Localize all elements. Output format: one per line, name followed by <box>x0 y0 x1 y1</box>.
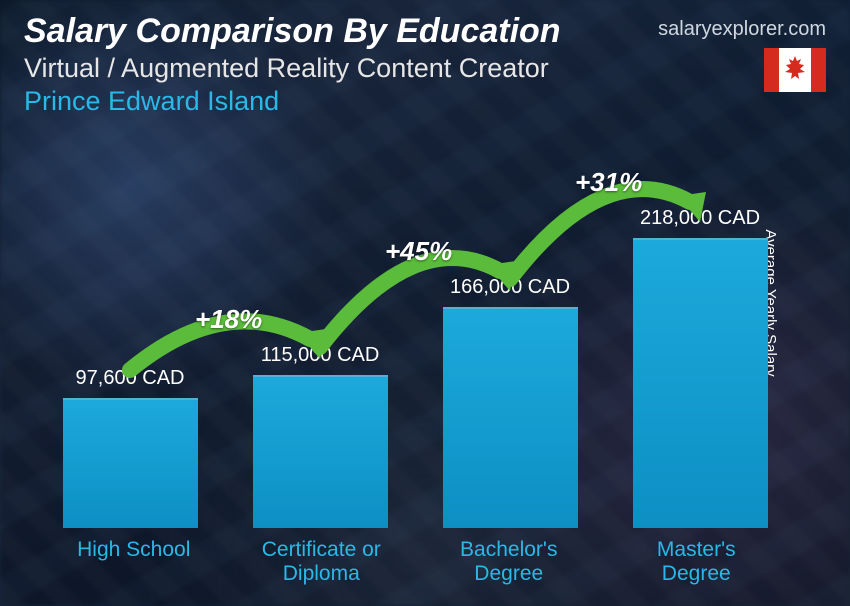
bar-value-label: 115,000 CAD <box>261 344 380 367</box>
increment-label: +18% <box>195 304 262 335</box>
x-axis-label: High School <box>40 538 228 586</box>
increment-label: +31% <box>575 167 642 198</box>
bar <box>633 238 768 528</box>
bar-group: 115,000 CAD <box>230 344 410 528</box>
x-axis-label: Certificate orDiploma <box>228 538 416 586</box>
bar-value-label: 97,600 CAD <box>76 367 185 390</box>
bar-chart: 97,600 CAD 115,000 CAD 166,000 CAD 218,000 … <box>40 140 790 586</box>
chart-subtitle: Virtual / Augmented Reality Content Crea… <box>24 53 826 84</box>
bar-group: 97,600 CAD <box>40 367 220 528</box>
x-axis-label: Bachelor'sDegree <box>415 538 603 586</box>
chart-region: Prince Edward Island <box>24 86 826 117</box>
x-axis-labels: High SchoolCertificate orDiplomaBachelor… <box>40 538 790 586</box>
bars-container: 97,600 CAD 115,000 CAD 166,000 CAD 218,000 … <box>40 140 790 528</box>
bar <box>443 307 578 528</box>
bar-group: 218,000 CAD <box>610 207 790 528</box>
increment-label: +45% <box>385 236 452 267</box>
bar-value-label: 166,000 CAD <box>450 276 570 299</box>
canada-flag-icon <box>764 48 826 92</box>
x-axis-label: Master'sDegree <box>603 538 791 586</box>
watermark-text: salaryexplorer.com <box>658 18 826 41</box>
bar-value-label: 218,000 CAD <box>640 207 760 230</box>
bar <box>253 375 388 528</box>
bar <box>63 398 198 528</box>
bar-group: 166,000 CAD <box>420 276 600 528</box>
